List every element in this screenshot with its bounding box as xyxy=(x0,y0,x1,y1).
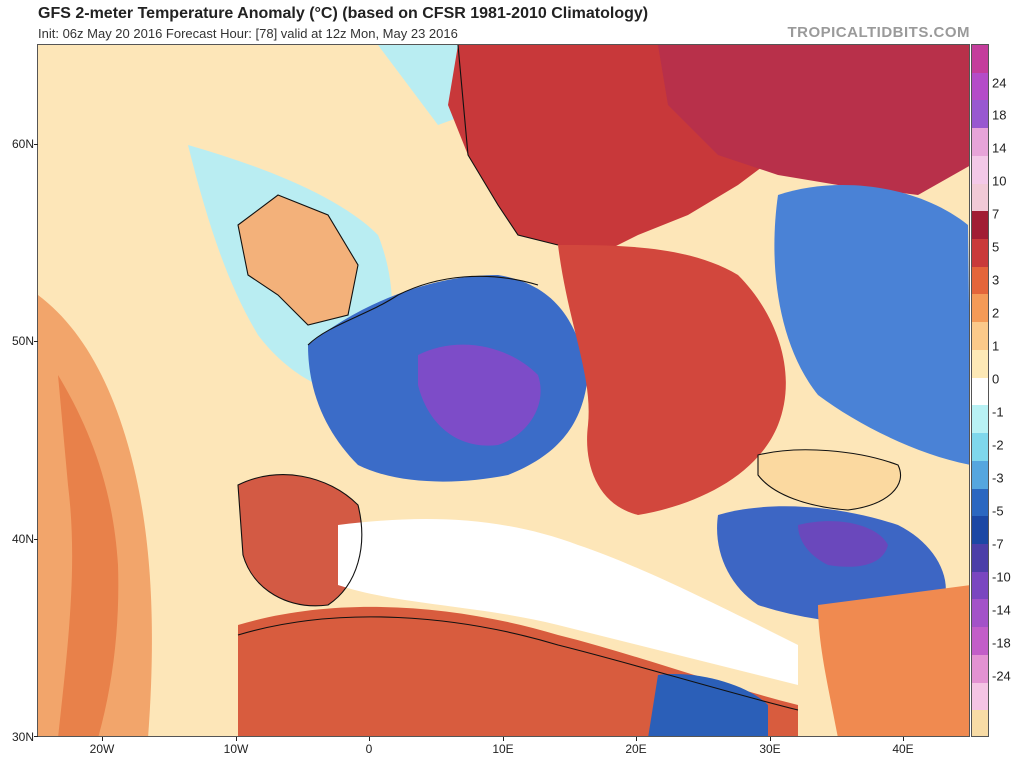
atlantic-warm-core xyxy=(58,375,119,736)
lon-label-20w: 20W xyxy=(89,742,115,756)
colorbar-label: -24 xyxy=(992,668,1011,684)
turkey-cold-core xyxy=(798,521,888,567)
colorbar-segment xyxy=(972,128,988,157)
colorbar xyxy=(971,44,989,737)
lon-tick xyxy=(102,737,103,741)
lat-label-50n: 50N xyxy=(11,334,34,348)
colorbar-segment xyxy=(972,266,988,296)
middle-east-warm xyxy=(818,585,969,736)
colorbar-segment xyxy=(972,571,988,601)
colorbar-segment xyxy=(972,405,988,435)
colorbar-segment xyxy=(972,433,988,462)
egypt-cold-anomaly xyxy=(648,674,768,736)
colorbar-label: -5 xyxy=(992,503,1004,519)
colorbar-segment xyxy=(972,599,988,629)
map-title: GFS 2-meter Temperature Anomaly (°C) (ba… xyxy=(38,5,649,22)
colorbar-segment xyxy=(972,543,988,573)
lat-tick xyxy=(34,341,38,342)
lon-tick xyxy=(636,737,637,741)
iberia-coast xyxy=(237,474,363,607)
colorbar-segment xyxy=(972,627,988,656)
colorbar-label: 24 xyxy=(992,75,1007,91)
colorbar-segment xyxy=(972,155,988,185)
colorbar-label: -1 xyxy=(992,404,1004,420)
lon-label-0: 0 xyxy=(365,742,373,756)
colorbar-segment xyxy=(972,100,988,130)
lon-tick xyxy=(770,737,771,741)
lon-tick xyxy=(503,737,504,741)
black-sea-coast xyxy=(757,449,902,511)
colorbar-label: 0 xyxy=(992,371,1000,387)
lat-tick xyxy=(34,539,38,540)
colorbar-label: -7 xyxy=(992,536,1004,552)
map-subtitle: Init: 06z May 20 2016 Forecast Hour: [78… xyxy=(38,26,458,41)
iberia-warm xyxy=(238,474,362,606)
lon-tick xyxy=(369,737,370,741)
north-coast xyxy=(307,275,539,346)
brand-watermark: TROPICALTIDBITS.COM xyxy=(787,24,970,41)
colorbar-segment xyxy=(972,516,988,545)
colorbar-segment xyxy=(972,45,988,74)
africa-coast xyxy=(237,616,799,711)
colorbar-label: -14 xyxy=(992,602,1011,618)
lon-label-40e: 40E xyxy=(892,742,914,756)
colorbar-segment xyxy=(972,488,988,518)
colorbar-label: 5 xyxy=(992,239,1000,255)
lat-tick xyxy=(34,144,38,145)
anomaly-map-svg xyxy=(38,45,969,736)
colorbar-segment xyxy=(972,72,988,102)
colorbar-label: 10 xyxy=(992,173,1007,189)
colorbar-label: 14 xyxy=(992,140,1007,156)
colorbar-segment xyxy=(972,294,988,324)
british-isles xyxy=(238,195,358,325)
black-sea xyxy=(758,449,901,510)
colorbar-label: 1 xyxy=(992,338,1000,354)
colorbar-segment xyxy=(972,183,988,213)
lat-tick xyxy=(34,736,38,737)
northeast-warm xyxy=(658,45,969,195)
colorbar-segment xyxy=(972,460,988,490)
colorbar-label: -18 xyxy=(992,635,1011,651)
colorbar-label: -2 xyxy=(992,437,1004,453)
russia-cold-anomaly xyxy=(774,185,969,465)
colorbar-label: 2 xyxy=(992,305,1000,321)
colorbar-segment xyxy=(972,211,988,241)
anomaly-map xyxy=(37,44,970,737)
lat-label-60n: 60N xyxy=(11,137,34,151)
colorbar-segment xyxy=(972,322,988,351)
colorbar-segment xyxy=(972,654,988,684)
alps-cold-core xyxy=(418,344,541,446)
lon-tick xyxy=(236,737,237,741)
lat-label-40n: 40N xyxy=(11,532,34,546)
coastlines xyxy=(237,45,902,711)
colorbar-segment xyxy=(972,239,988,268)
colorbar-segment xyxy=(972,349,988,379)
lat-label-30n: 30N xyxy=(11,730,34,744)
colorbar-label: 18 xyxy=(992,107,1007,123)
colorbar-segment xyxy=(972,710,988,736)
lon-label-30e: 30E xyxy=(759,742,781,756)
colorbar-label: 3 xyxy=(992,272,1000,288)
lon-label-10e: 10E xyxy=(492,742,514,756)
mediterranean-neutral xyxy=(338,519,798,685)
scandinavia-coast xyxy=(457,45,559,246)
colorbar-label: 7 xyxy=(992,206,1000,222)
eastern-europe-warm xyxy=(558,245,786,515)
colorbar-label: -3 xyxy=(992,470,1004,486)
lon-label-20e: 20E xyxy=(625,742,647,756)
colorbar-label: -10 xyxy=(992,569,1011,585)
uk-coast xyxy=(237,194,359,326)
lon-label-10w: 10W xyxy=(223,742,249,756)
colorbar-segment xyxy=(972,377,988,407)
colorbar-segment xyxy=(972,682,988,712)
lon-tick xyxy=(903,737,904,741)
